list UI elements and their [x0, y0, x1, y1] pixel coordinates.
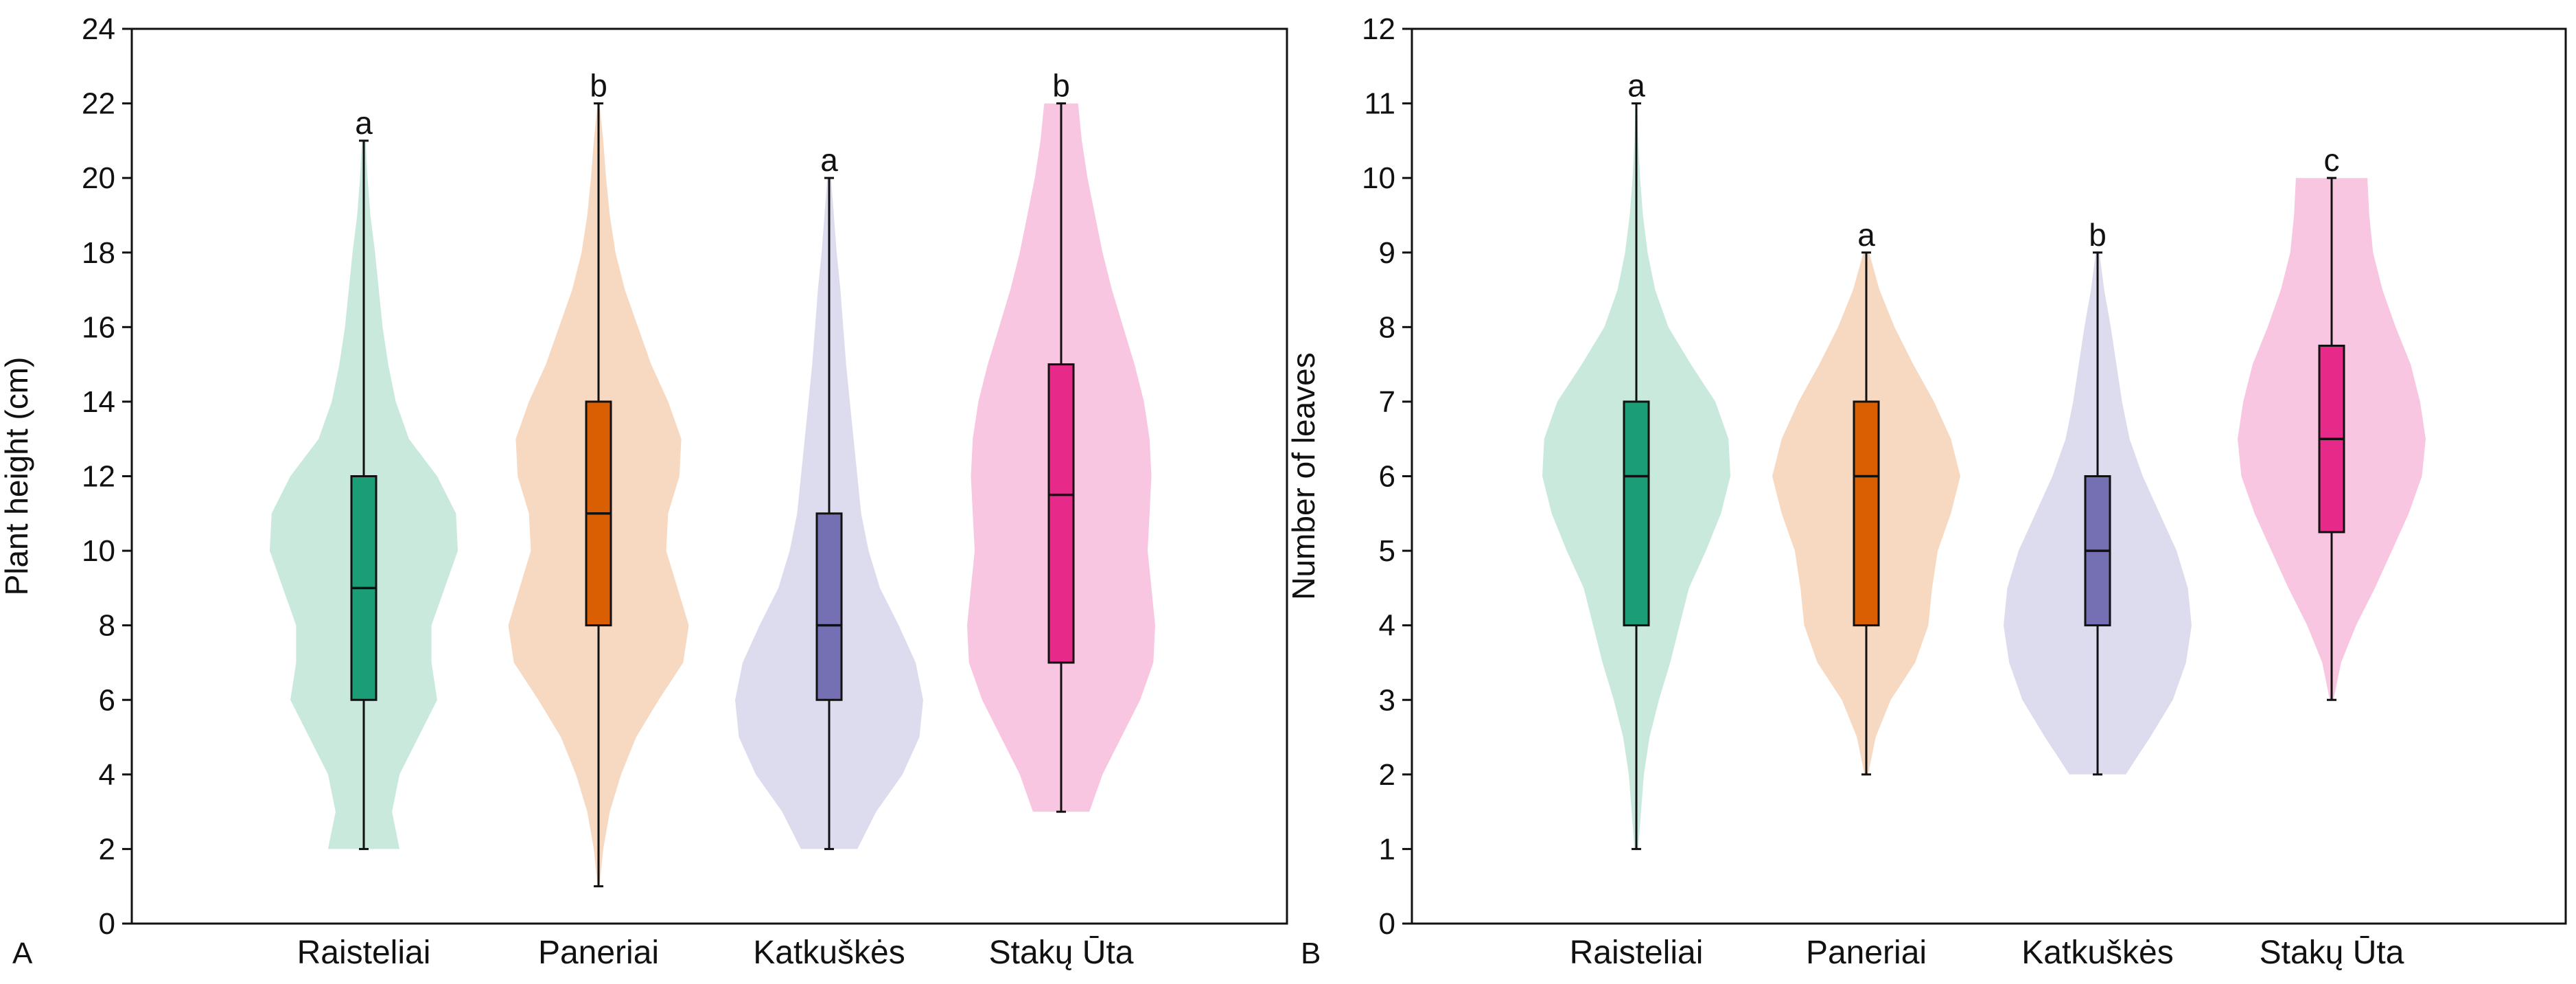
category-label-0: Raisteliai: [1570, 935, 1704, 971]
y-tick-label-0: 0: [99, 907, 115, 941]
y-axis-title: Plant height (cm): [0, 357, 34, 596]
significance-letter-3: c: [2324, 142, 2340, 178]
significance-letter-0: a: [355, 105, 373, 141]
y-tick-label-5: 10: [82, 534, 115, 568]
y-tick-label-2: 2: [1379, 758, 1395, 792]
y-tick-label-11: 11: [1364, 87, 1395, 121]
y-tick-label-3: 3: [1379, 683, 1395, 717]
significance-letter-1: a: [1857, 217, 1875, 253]
significance-letter-0: a: [1627, 68, 1645, 104]
y-tick-label-4: 4: [1379, 609, 1395, 643]
y-tick-label-6: 6: [1379, 460, 1395, 494]
box-0: [1623, 400, 1650, 627]
y-tick-label-12: 24: [82, 12, 115, 46]
panel-a-plant-height: a Raisteliai b Paneriai a Katkuškės b Stakų Ūta…: [0, 12, 1288, 971]
y-tick-label-11: 22: [82, 87, 115, 121]
y-tick-label-9: 9: [1379, 236, 1395, 270]
y-tick-label-7: 7: [1379, 385, 1395, 419]
significance-letter-2: b: [2089, 217, 2107, 253]
y-axis-title: Number of leaves: [1286, 352, 1321, 600]
y-tick-label-1: 1: [1379, 832, 1395, 866]
y-tick-label-8: 8: [1379, 310, 1395, 344]
y-tick-label-12: 12: [1362, 12, 1395, 46]
significance-letter-2: a: [820, 142, 838, 178]
y-tick-label-0: 0: [1379, 907, 1395, 941]
box-1: [1853, 400, 1880, 627]
significance-letter-3: b: [1052, 68, 1070, 104]
category-label-3: Stakų Ūta: [2260, 935, 2404, 971]
category-label-0: Raisteliai: [297, 935, 431, 971]
y-tick-label-5: 5: [1379, 534, 1395, 568]
category-label-3: Stakų Ūta: [989, 935, 1134, 971]
category-label-1: Paneriai: [1806, 935, 1927, 971]
y-tick-label-6: 12: [82, 460, 115, 494]
y-tick-label-4: 8: [99, 609, 115, 643]
panel-letter: A: [12, 937, 33, 970]
category-label-2: Katkuškės: [753, 935, 905, 971]
y-tick-label-2: 4: [99, 758, 115, 792]
y-tick-label-10: 10: [1362, 161, 1395, 195]
panel-b-number-of-leaves: a Raisteliai a Paneriai b Katkuškės c Stakų Ūta…: [1286, 12, 2567, 971]
y-tick-label-7: 14: [82, 385, 115, 419]
y-tick-label-1: 2: [99, 832, 115, 866]
y-tick-label-10: 20: [82, 161, 115, 195]
panel-letter: B: [1301, 937, 1321, 970]
significance-letter-1: b: [590, 68, 607, 104]
box-3: [1047, 363, 1075, 664]
box-2: [815, 512, 843, 701]
y-tick-label-9: 18: [82, 236, 115, 270]
category-label-1: Paneriai: [538, 935, 659, 971]
y-tick-label-3: 6: [99, 683, 115, 717]
category-label-2: Katkuškės: [2021, 935, 2173, 971]
y-tick-label-8: 16: [82, 310, 115, 344]
